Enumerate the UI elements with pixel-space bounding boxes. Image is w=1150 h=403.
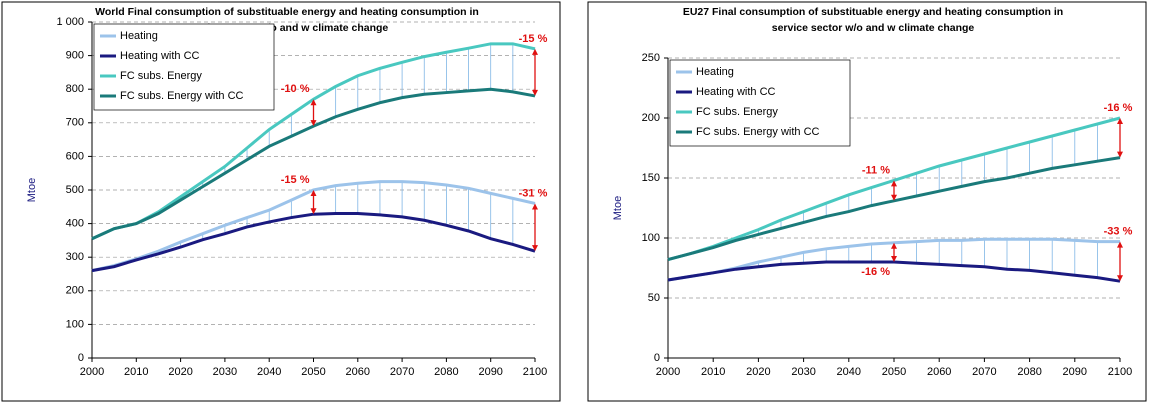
arrow-head [310, 190, 317, 196]
x-tick-label: 2010 [124, 366, 148, 378]
legend-box [93, 23, 275, 111]
x-tick-label: 2100 [1108, 366, 1132, 378]
y-tick-label: 100 [642, 232, 660, 244]
arrow-head [310, 99, 317, 106]
arrow-head [532, 245, 538, 252]
x-tick-label: 2070 [390, 366, 414, 378]
chart-title: World Final consumption of substituable … [95, 6, 479, 18]
arrow-head [532, 89, 538, 96]
arrow-head [1117, 275, 1123, 282]
legend-label: FC subs. Energy with CC [120, 90, 244, 102]
annotation-label: -16 % [1104, 102, 1133, 114]
x-tick-label: 2080 [1017, 366, 1041, 378]
arrow-head [532, 203, 538, 210]
chart-title: EU27 Final consumption of substituable e… [683, 6, 1063, 18]
legend-label: FC subs. Energy with CC [696, 126, 820, 138]
y-tick-label: 500 [66, 184, 84, 196]
legend-label: FC subs. Energy [120, 70, 202, 82]
legend-label: Heating [120, 30, 158, 42]
x-tick-label: 2020 [168, 366, 192, 378]
x-tick-label: 2100 [523, 366, 547, 378]
arrow-head [310, 208, 317, 215]
arrow-head [1117, 118, 1123, 124]
y-tick-label: 150 [642, 172, 660, 184]
annotation-label: -10 % [281, 83, 310, 95]
legend-label: Heating [696, 66, 734, 78]
y-tick-label: 200 [66, 285, 84, 297]
chart-title: service sector w/o and w climate change [772, 22, 975, 34]
x-tick-label: 2040 [257, 366, 281, 378]
y-axis-title: Mtoe [26, 178, 38, 202]
annotation-label: -33 % [1104, 226, 1133, 238]
y-tick-label: 700 [66, 117, 84, 129]
y-tick-label: 400 [66, 218, 84, 230]
x-tick-label: 2070 [972, 366, 996, 378]
y-tick-label: 250 [642, 52, 660, 64]
x-tick-label: 2090 [1063, 366, 1087, 378]
y-tick-label: 300 [66, 251, 84, 263]
x-tick-label: 2040 [837, 366, 861, 378]
y-tick-label: 0 [654, 352, 660, 364]
legend-label: Heating with CC [696, 86, 776, 98]
x-tick-label: 2000 [656, 366, 680, 378]
arrow-head [891, 242, 897, 249]
x-tick-label: 2060 [346, 366, 370, 378]
x-tick-label: 2030 [791, 366, 815, 378]
x-tick-label: 2030 [213, 366, 237, 378]
annotation-label: -11 % [862, 164, 890, 176]
y-tick-label: 800 [66, 83, 84, 95]
y-tick-label: 600 [66, 150, 84, 162]
x-tick-label: 2000 [80, 366, 104, 378]
y-tick-label: 200 [642, 112, 660, 124]
legend-box [669, 59, 851, 147]
x-tick-label: 2050 [301, 366, 325, 378]
arrow-head [1117, 241, 1123, 248]
annotation-label: -15 % [519, 33, 548, 45]
annotation-label: -16 % [861, 266, 890, 278]
y-tick-label: 900 [66, 50, 84, 62]
y-tick-label: 1 000 [56, 16, 84, 28]
arrow-head [310, 120, 317, 127]
legend-label: Heating with CC [120, 50, 200, 62]
x-tick-label: 2090 [478, 366, 502, 378]
y-tick-label: 0 [78, 352, 84, 364]
x-tick-label: 2010 [701, 366, 725, 378]
arrow-head [891, 256, 897, 262]
x-tick-label: 2020 [746, 366, 770, 378]
panel-frame [1, 1, 561, 402]
annotation-label: -15 % [281, 174, 310, 186]
arrow-head [1117, 151, 1123, 158]
arrow-head [532, 48, 538, 55]
arrow-head [891, 194, 897, 201]
arrow-head [891, 180, 897, 187]
x-tick-label: 2080 [434, 366, 458, 378]
y-axis-title: Mtoe [612, 196, 624, 220]
x-tick-label: 2050 [882, 366, 906, 378]
y-tick-label: 100 [66, 318, 84, 330]
legend-label: FC subs. Energy [696, 106, 778, 118]
x-tick-label: 2060 [927, 366, 951, 378]
y-tick-label: 50 [648, 292, 660, 304]
annotation-label: -31 % [519, 187, 548, 199]
